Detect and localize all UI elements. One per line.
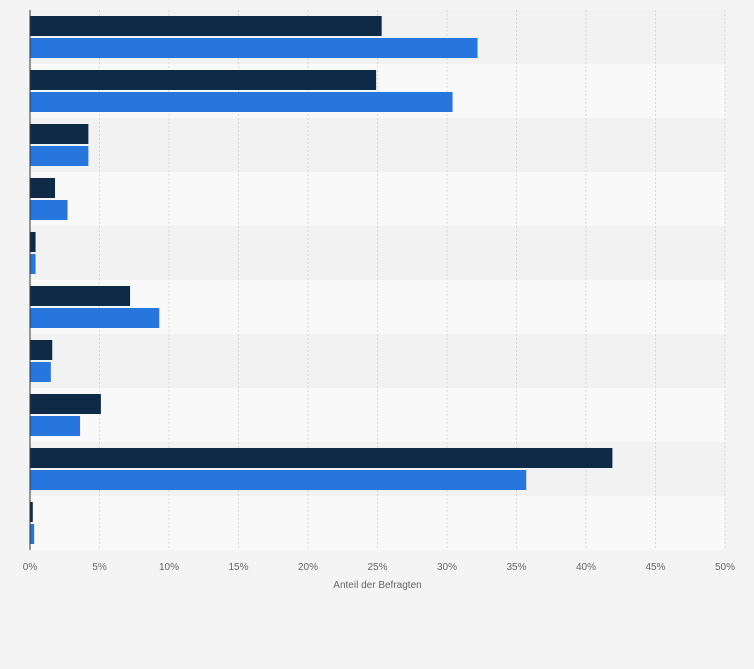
bar-series2-row2: [30, 92, 453, 112]
bar-series2-row4: [30, 200, 68, 220]
bar-series1-row5: [30, 232, 36, 252]
x-tick-label: 10%: [159, 562, 179, 573]
bar-series1-row9: [30, 448, 613, 468]
x-tick-label: 45%: [645, 562, 665, 573]
x-axis-ticks: 0% 5% 10% 15% 20% 25% 30% 35% 40% 45% 50%: [23, 562, 735, 573]
x-tick-label: 0%: [23, 562, 38, 573]
bar-series2-row3: [30, 146, 89, 166]
x-tick-label: 50%: [715, 562, 735, 573]
bar-series2-row7: [30, 362, 51, 382]
bar-series2-row1: [30, 38, 478, 58]
x-tick-label: 5%: [92, 562, 107, 573]
x-tick-label: 40%: [576, 562, 596, 573]
bars: [30, 16, 613, 544]
bar-series1-row4: [30, 178, 56, 198]
x-tick-label: 25%: [367, 562, 387, 573]
x-axis-title: Anteil der Befragten: [333, 580, 421, 591]
bar-series1-row1: [30, 16, 382, 36]
bar-series2-row8: [30, 416, 81, 436]
x-tick-label: 15%: [228, 562, 248, 573]
bar-series1-row6: [30, 286, 131, 306]
bar-series2-row10: [30, 524, 35, 544]
bar-series1-row10: [30, 502, 33, 522]
bar-series2-row5: [30, 254, 36, 274]
x-tick-label: 30%: [437, 562, 457, 573]
bar-series2-row6: [30, 308, 160, 328]
bar-series1-row7: [30, 340, 53, 360]
bar-series2-row9: [30, 470, 527, 490]
x-tick-label: 35%: [506, 562, 526, 573]
x-tick-label: 20%: [298, 562, 318, 573]
bar-series1-row2: [30, 70, 377, 90]
bar-series1-row8: [30, 394, 101, 414]
bar-series1-row3: [30, 124, 89, 144]
